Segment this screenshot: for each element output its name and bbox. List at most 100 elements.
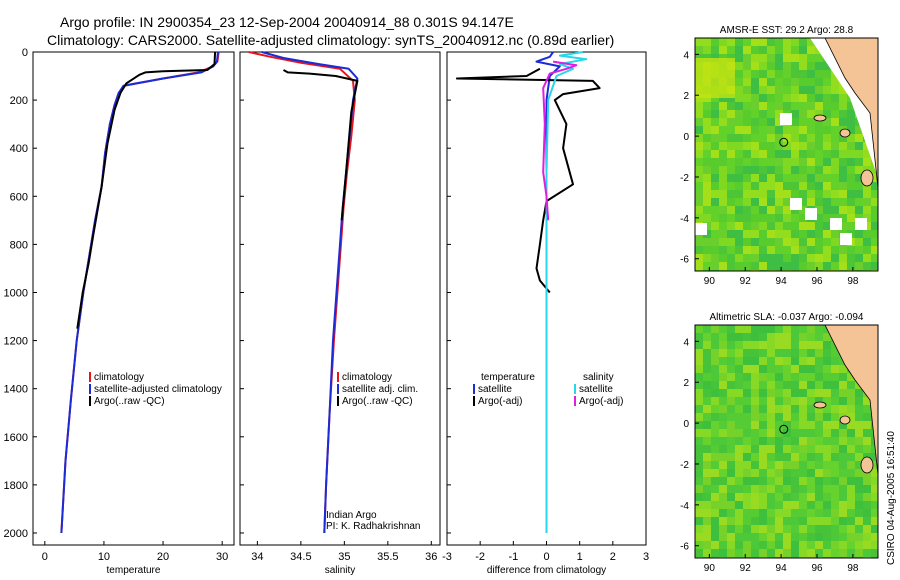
- field-cell: [759, 461, 767, 469]
- field-cell: [815, 134, 823, 142]
- field-cell: [743, 102, 751, 110]
- field-cell: [783, 150, 791, 158]
- field-cell: [783, 509, 791, 517]
- field-cell: [807, 533, 815, 541]
- field-cell: [735, 126, 743, 134]
- field-cell: [775, 86, 783, 94]
- field-cell: [751, 166, 759, 174]
- field-cell: [791, 549, 799, 557]
- field-cell: [775, 198, 783, 206]
- xtick-label: 2: [610, 551, 616, 563]
- field-cell: [719, 373, 727, 381]
- field-cell: [871, 262, 878, 270]
- field-cell: [759, 110, 767, 118]
- field-cell: [783, 206, 791, 214]
- field-cell: [791, 54, 799, 62]
- satellite-maps: AMSR-E SST: 29.2 Argo: 28.8 90 92 94 96 98 4 2 0…: [680, 25, 879, 574]
- field-cell: [775, 222, 783, 230]
- field-cell: [719, 222, 727, 230]
- field-cell: [775, 262, 783, 270]
- field-cell: [743, 389, 751, 397]
- field-cell: [735, 94, 743, 102]
- field-cell: [775, 405, 783, 413]
- field-cell: [831, 493, 839, 501]
- field-cell: [695, 158, 703, 166]
- field-cell: [815, 86, 823, 94]
- field-cell: [767, 62, 775, 70]
- field-cell: [823, 126, 831, 134]
- field-cell: [807, 86, 815, 94]
- legend-label: salinity: [583, 372, 614, 383]
- field-cell: [855, 206, 863, 214]
- field-cell: [775, 158, 783, 166]
- field-cell: [815, 389, 823, 397]
- field-cell: [823, 405, 831, 413]
- field-cell: [807, 541, 815, 549]
- field-cell: [855, 501, 863, 509]
- field-cell: [799, 126, 807, 134]
- field-cell: [855, 230, 863, 238]
- field-cell: [767, 102, 775, 110]
- field-cell: [719, 134, 727, 142]
- field-cell: [711, 397, 719, 405]
- field-cell: [823, 381, 831, 389]
- field-cell: [735, 190, 743, 198]
- field-cell: [823, 485, 831, 493]
- field-cell: [767, 190, 775, 198]
- field-cell: [735, 389, 743, 397]
- field-cell: [751, 238, 759, 246]
- field-cell: [807, 421, 815, 429]
- field-cell: [807, 517, 815, 525]
- field-cell: [775, 397, 783, 405]
- field-cell: [703, 214, 711, 222]
- xtick-label: 90: [704, 563, 716, 574]
- field-cell: [751, 397, 759, 405]
- field-cell: [775, 541, 783, 549]
- field-cell: [751, 477, 759, 485]
- field-cell: [767, 533, 775, 541]
- xtick-label: 0: [42, 551, 48, 563]
- ytick-label: 2: [683, 378, 689, 389]
- field-cell: [823, 78, 831, 86]
- field-cell: [735, 46, 743, 54]
- field-cell: [767, 477, 775, 485]
- field-cell: [807, 94, 815, 102]
- field-cell: [775, 493, 783, 501]
- field-cell: [847, 461, 855, 469]
- field-cell: [767, 333, 775, 341]
- field-cell: [839, 214, 847, 222]
- xtick-label: 20: [157, 551, 169, 563]
- field-cell: [791, 341, 799, 349]
- ytick-label: 1400: [4, 384, 28, 396]
- field-cell: [815, 190, 823, 198]
- field-cell: [831, 533, 839, 541]
- field-cell: [831, 238, 839, 246]
- field-cell: [759, 254, 767, 262]
- field-cell: [815, 525, 823, 533]
- field-cell: [719, 389, 727, 397]
- field-cell: [823, 429, 831, 437]
- field-cell: [703, 46, 711, 54]
- field-cell: [807, 405, 815, 413]
- field-cell: [751, 54, 759, 62]
- field-cell: [759, 198, 767, 206]
- field-cell: [839, 262, 847, 270]
- field-cell: [831, 517, 839, 525]
- field-cell: [775, 62, 783, 70]
- field-cell: [831, 206, 839, 214]
- field-cell: [823, 246, 831, 254]
- field-cell: [807, 397, 815, 405]
- field-cell: [751, 230, 759, 238]
- field-cell: [767, 182, 775, 190]
- field-cell: [767, 357, 775, 365]
- field-cell: [831, 397, 839, 405]
- field-cell: [767, 174, 775, 182]
- field-cell: [831, 365, 839, 373]
- field-cell: [775, 501, 783, 509]
- field-cell: [791, 62, 799, 70]
- field-cell: [711, 461, 719, 469]
- legend-label: Argo(..raw -QC): [342, 396, 413, 407]
- field-cell: [695, 533, 703, 541]
- field-cell: [719, 110, 727, 118]
- field-cell: [775, 349, 783, 357]
